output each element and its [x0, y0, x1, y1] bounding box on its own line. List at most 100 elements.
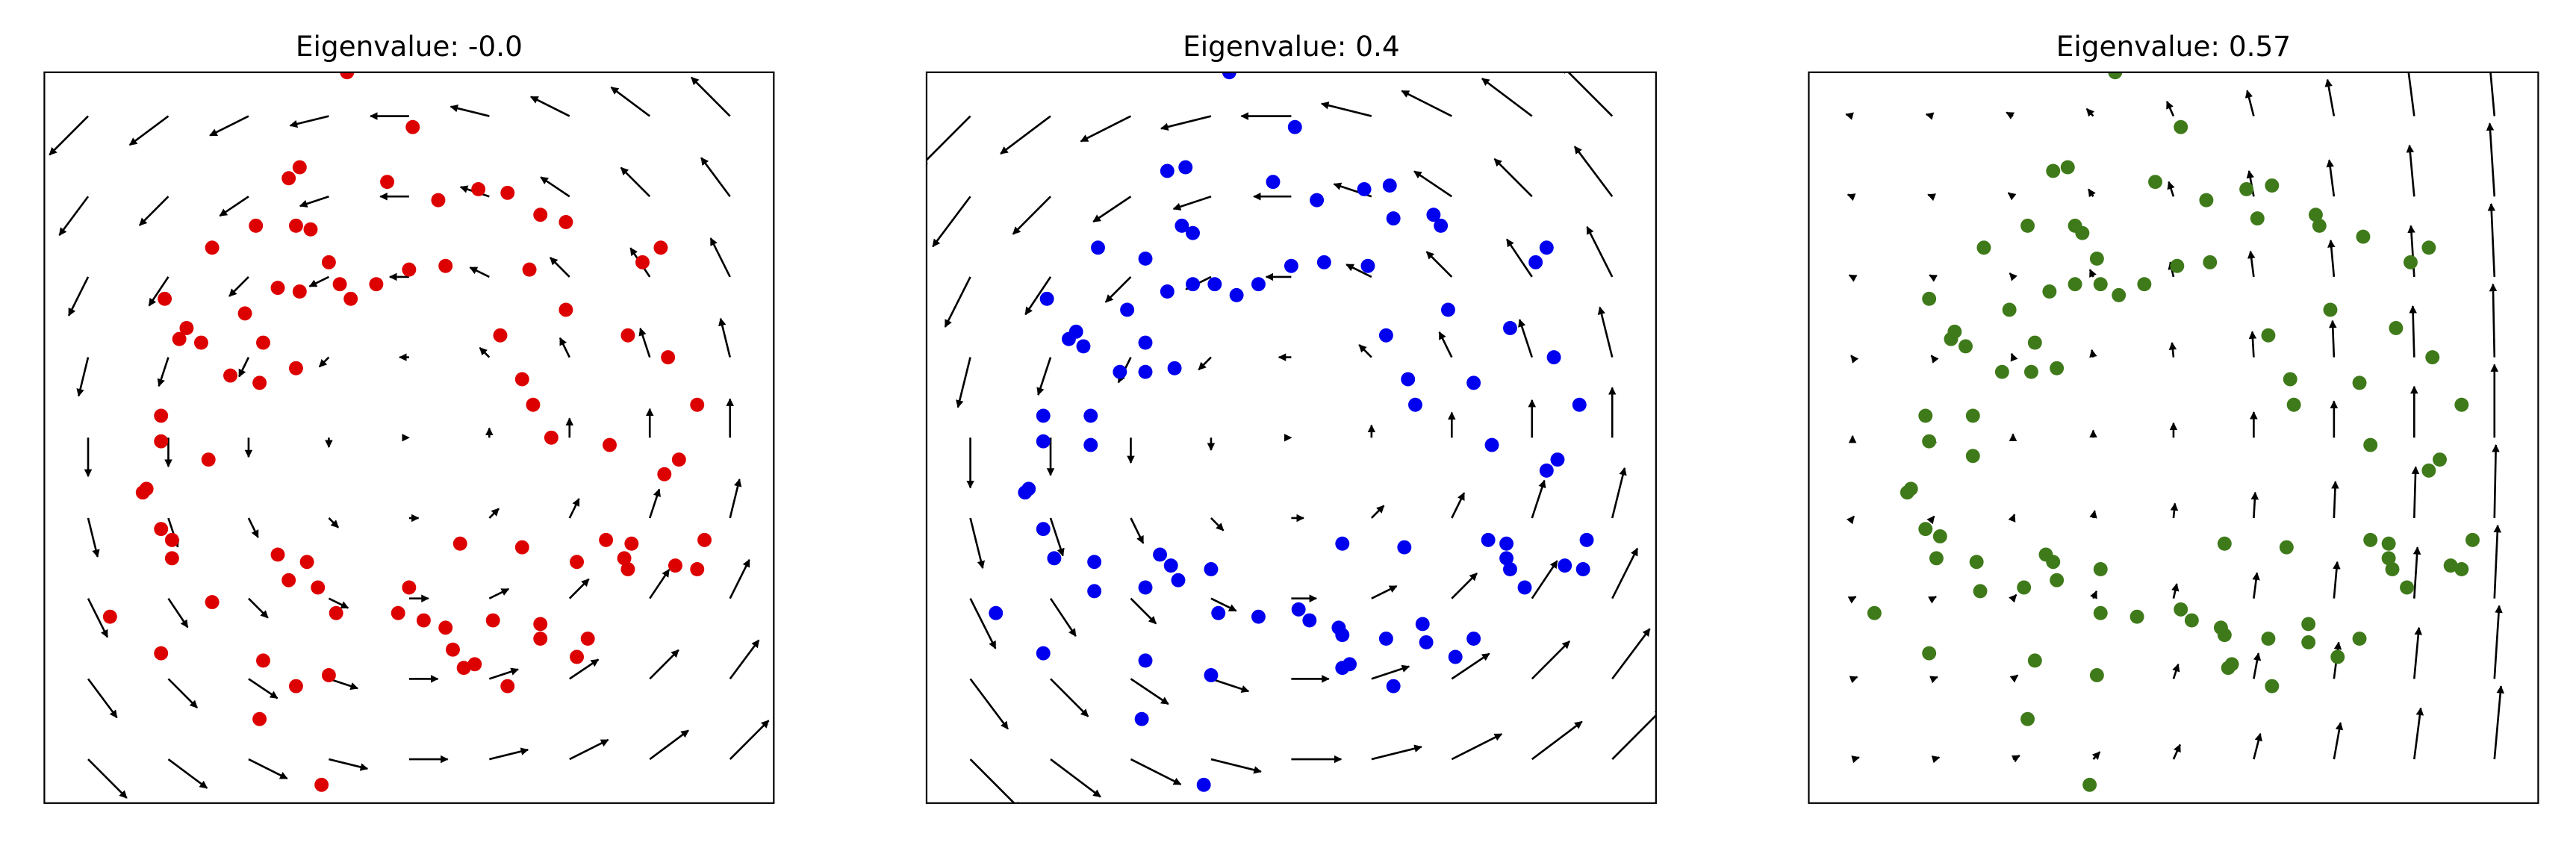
quiver-arrow	[2009, 593, 2017, 603]
scatter-point	[1287, 119, 1302, 134]
scatter-point	[1517, 580, 1532, 595]
quiver-arrow	[1586, 225, 1614, 278]
quiver-arrow	[2493, 524, 2502, 599]
quiver-arrow	[209, 115, 249, 137]
quiver-arrow	[1931, 755, 1941, 764]
scatter-point	[1087, 555, 1102, 570]
quiver-arrow	[2246, 169, 2255, 197]
scatter-point	[1572, 397, 1587, 412]
scatter-point	[1175, 218, 1189, 233]
scatter-point	[1918, 408, 1933, 423]
scatter-point	[1867, 605, 1882, 620]
scatter-point	[620, 562, 635, 576]
scatter-point	[1918, 522, 1933, 537]
scatter-point	[1528, 255, 1543, 269]
quiver-arrow	[729, 720, 770, 760]
scatter-point	[1539, 463, 1554, 478]
scatter-point	[2027, 653, 2042, 668]
plot-area	[49, 72, 770, 799]
scatter-point	[1539, 240, 1554, 255]
scatter-point	[1284, 258, 1298, 273]
scatter-point	[544, 430, 559, 445]
quiver-arrow	[76, 357, 90, 397]
quiver-arrow	[167, 597, 189, 629]
scatter-point	[1160, 163, 1175, 178]
scatter-point	[2356, 229, 2371, 244]
scatter-point	[533, 208, 548, 222]
scatter-point	[2148, 175, 2162, 190]
quiver-arrow	[969, 678, 1009, 730]
axes-frame	[1808, 71, 2539, 804]
scatter-point	[154, 434, 169, 449]
quiver-arrow	[1531, 640, 1571, 680]
quiver-arrow	[1451, 492, 1466, 519]
quiver-arrow	[638, 327, 651, 358]
scatter-point	[380, 175, 395, 190]
scatter-point	[252, 711, 267, 726]
scatter-point	[603, 437, 617, 452]
scatter-point	[2129, 609, 2144, 624]
scatter-point	[1087, 584, 1102, 599]
quiver-arrow	[1481, 78, 1533, 117]
quiver-arrow	[568, 498, 580, 519]
quiver-arrow	[289, 115, 329, 128]
scatter-point	[1922, 291, 1937, 306]
scatter-point	[299, 555, 314, 570]
scatter-point	[1546, 350, 1561, 365]
axes-frame	[925, 71, 1657, 804]
scatter-point	[1036, 646, 1051, 661]
quiver-arrow	[2329, 320, 2337, 358]
scatter-point	[2017, 580, 2032, 595]
quiver-arrow	[228, 275, 249, 297]
quiver-arrow	[1611, 467, 1627, 519]
quiver-arrow	[2009, 674, 2019, 683]
scatter-point	[102, 609, 117, 624]
scatter-point	[1335, 661, 1350, 676]
scatter-point	[2261, 328, 2276, 343]
scatter-point	[1018, 485, 1033, 500]
scatter-point	[1310, 193, 1325, 208]
scatter-point	[1178, 160, 1193, 175]
scatter-point	[2301, 635, 2316, 649]
quiver-arrow	[2165, 100, 2175, 117]
plot-area	[1845, 72, 2504, 792]
scatter-point	[1138, 580, 1153, 595]
quiver-arrow	[328, 517, 340, 529]
scatter-point	[154, 522, 169, 537]
quiver-arrow	[87, 517, 100, 558]
scatter-point	[522, 262, 537, 277]
quiver-arrow	[2331, 480, 2339, 519]
quiver-arrow	[2170, 502, 2179, 519]
scatter-point	[2108, 72, 2123, 80]
quiver-arrow	[1451, 733, 1503, 761]
quiver-arrow	[328, 678, 358, 691]
quiver-arrow	[449, 104, 490, 117]
scatter-point	[1335, 628, 1350, 643]
quiver-arrow	[2168, 341, 2177, 358]
scatter-point	[570, 555, 585, 570]
scatter-point	[223, 368, 237, 383]
quiver-arrow	[729, 558, 750, 599]
scatter-point	[438, 258, 453, 273]
quiver-arrow	[1848, 274, 1858, 282]
quiver-arrow	[1049, 597, 1077, 637]
scatter-point	[402, 580, 417, 595]
quiver-arrow	[1130, 597, 1157, 625]
quiver-arrow	[2493, 605, 2503, 679]
scatter-point	[1969, 555, 1984, 570]
quiver-arrow	[128, 115, 169, 146]
quiver-arrow	[1320, 102, 1372, 117]
quiver-arrow	[318, 356, 330, 368]
scatter-point	[1207, 277, 1222, 292]
quiver-arrow	[2250, 491, 2259, 519]
scatter-point	[281, 573, 296, 587]
quiver-arrow	[488, 667, 519, 680]
quiver-arrow	[2406, 144, 2415, 197]
scatter-point	[205, 240, 220, 255]
quiver-arrow	[932, 196, 971, 248]
quiver-arrow	[1012, 196, 1051, 235]
quiver-arrow	[1929, 274, 1938, 282]
scatter-point	[697, 532, 712, 547]
quiver-arrow	[1611, 708, 1656, 760]
quiver-arrow	[2244, 90, 2255, 116]
